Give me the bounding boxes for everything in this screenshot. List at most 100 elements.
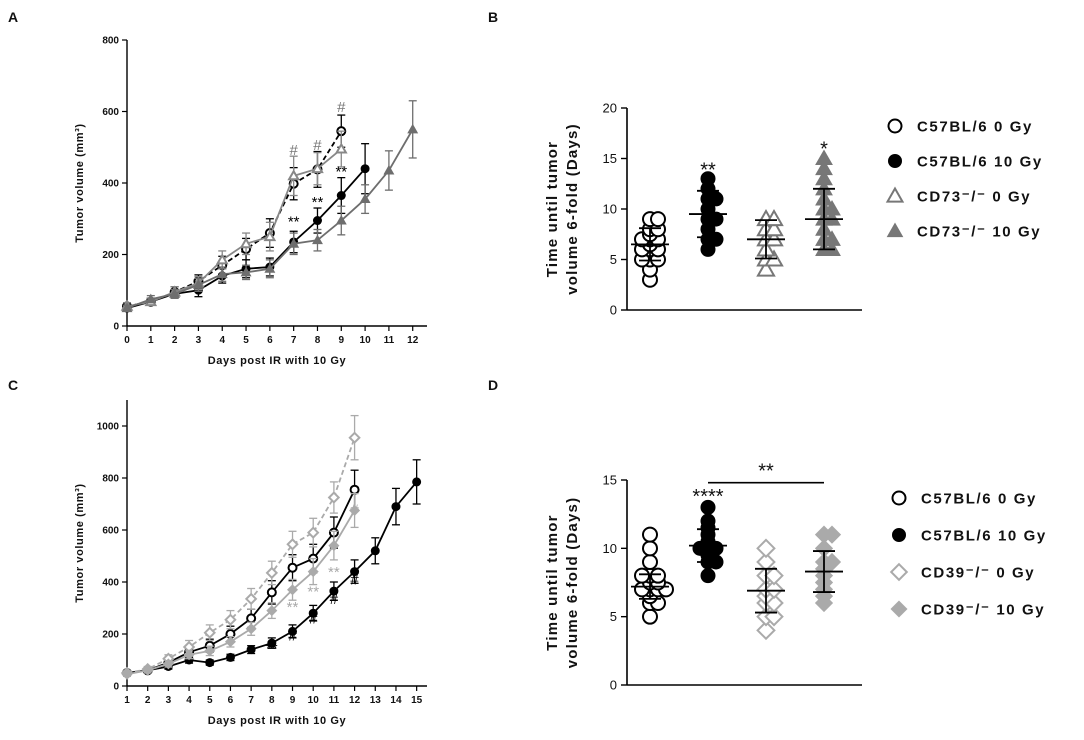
data-point bbox=[244, 592, 258, 606]
data-point bbox=[823, 240, 841, 256]
group-2 bbox=[747, 538, 785, 641]
series-line bbox=[126, 437, 356, 674]
data-point bbox=[700, 499, 716, 515]
y-tick-label: 600 bbox=[102, 526, 119, 537]
series-3 bbox=[121, 492, 361, 680]
y-tick-label: 0 bbox=[610, 678, 617, 693]
significance-mark: # bbox=[350, 572, 359, 589]
y-tick-label: 800 bbox=[102, 36, 119, 47]
data-point bbox=[764, 229, 784, 247]
x-tick-label: 7 bbox=[248, 695, 254, 706]
x-tick-label: 3 bbox=[196, 335, 202, 346]
data-point bbox=[708, 211, 724, 227]
data-point bbox=[815, 149, 833, 166]
data-point bbox=[349, 484, 360, 495]
data-point bbox=[700, 171, 716, 187]
panel-label-c: C bbox=[8, 377, 18, 393]
data-point bbox=[216, 268, 228, 279]
data-point bbox=[308, 608, 318, 618]
legend-marker bbox=[890, 600, 908, 618]
significance-mark: * bbox=[820, 138, 828, 160]
y-axis-label-line1: Time until tumor bbox=[544, 514, 561, 650]
significance-mark: ** bbox=[288, 214, 300, 231]
data-point bbox=[329, 586, 339, 596]
y-tick-label: 400 bbox=[102, 578, 119, 589]
x-tick-label: 13 bbox=[370, 695, 382, 706]
data-point bbox=[121, 302, 133, 313]
data-point bbox=[360, 164, 370, 174]
x-tick-label: 11 bbox=[329, 695, 340, 706]
data-point bbox=[263, 230, 277, 242]
group-1 bbox=[689, 171, 727, 257]
data-point bbox=[634, 567, 650, 584]
data-point bbox=[328, 540, 340, 552]
data-point bbox=[764, 209, 784, 227]
legend-marker bbox=[886, 222, 904, 238]
bracket-significance-mark: ** bbox=[758, 461, 774, 483]
legend-marker bbox=[885, 186, 905, 203]
data-point bbox=[306, 526, 320, 539]
group-3 bbox=[805, 525, 843, 613]
y-tick-label: 10 bbox=[603, 202, 617, 217]
data-point bbox=[121, 668, 133, 680]
panel-label-a: A bbox=[8, 9, 18, 25]
legend-entry: C57BL/6 10 Gy bbox=[917, 154, 1043, 171]
series-2 bbox=[120, 130, 348, 311]
legend-marker bbox=[891, 490, 907, 506]
x-axis-label: Days post IR with 10 Gy bbox=[208, 715, 347, 727]
data-point bbox=[350, 567, 360, 577]
data-point bbox=[245, 623, 257, 635]
group-0 bbox=[631, 211, 669, 288]
panel-label-b: B bbox=[488, 9, 498, 25]
legend-entry: C57BL/6 10 Gy bbox=[921, 528, 1047, 545]
data-point bbox=[336, 191, 346, 201]
data-point bbox=[264, 263, 276, 273]
data-point bbox=[266, 587, 277, 598]
data-point bbox=[288, 238, 300, 248]
chart-d-time-to-6fold: 0 5 10 15 Time until tumor volume 6-fold (Day… bbox=[544, 461, 1047, 693]
data-point bbox=[756, 620, 776, 641]
data-point bbox=[764, 565, 784, 586]
data-point bbox=[412, 477, 422, 487]
legend: C57BL/6 0 Gy C57BL/6 10 Gy CD39⁻/⁻ 0 Gy CD3… bbox=[889, 490, 1047, 619]
data-point bbox=[311, 162, 324, 174]
series-line bbox=[126, 489, 356, 674]
data-point bbox=[192, 279, 204, 289]
x-tick-label: 1 bbox=[124, 695, 130, 706]
data-point bbox=[391, 502, 401, 512]
data-point bbox=[327, 491, 341, 504]
data-point bbox=[708, 191, 724, 207]
x-tick-label: 1 bbox=[148, 335, 154, 346]
data-point bbox=[224, 613, 237, 626]
x-tick-label: 2 bbox=[172, 335, 178, 346]
x-tick-label: 3 bbox=[166, 695, 172, 706]
data-point bbox=[764, 579, 784, 600]
data-point bbox=[224, 636, 236, 648]
data-point bbox=[203, 626, 216, 639]
y-tick-label: 0 bbox=[113, 682, 119, 693]
x-tick-label: 5 bbox=[207, 695, 213, 706]
group-2 bbox=[747, 209, 785, 277]
legend: C57BL/6 0 Gy C57BL/6 10 Gy CD73⁻/⁻ 0 Gy CD7… bbox=[885, 118, 1043, 241]
data-point bbox=[225, 652, 235, 662]
x-tick-label: 12 bbox=[349, 695, 361, 706]
data-point bbox=[349, 504, 361, 517]
legend-entry: CD39⁻/⁻ 10 Gy bbox=[921, 602, 1045, 619]
data-point bbox=[246, 613, 257, 624]
data-point bbox=[312, 216, 322, 226]
group-1 bbox=[689, 499, 727, 584]
x-tick-label: 15 bbox=[411, 695, 423, 706]
y-tick-label: 15 bbox=[603, 151, 617, 166]
significance-mark: ** bbox=[700, 160, 716, 182]
y-tick-label: 20 bbox=[603, 101, 617, 116]
significance-mark: ** bbox=[335, 164, 347, 181]
data-point bbox=[764, 219, 784, 237]
x-tick-label: 10 bbox=[308, 695, 320, 706]
x-tick-label: 14 bbox=[390, 695, 402, 706]
significance-mark: ** bbox=[287, 599, 299, 616]
data-point bbox=[287, 584, 299, 596]
data-point bbox=[650, 567, 666, 584]
significance-mark: # bbox=[313, 137, 322, 154]
group-0 bbox=[631, 526, 674, 625]
